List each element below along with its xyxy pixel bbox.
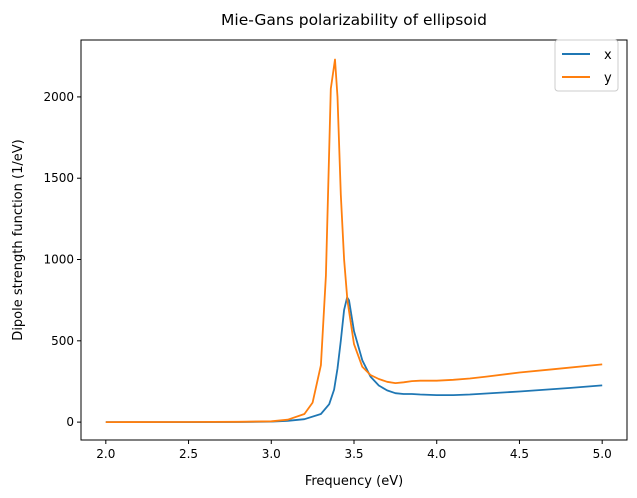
series-line-y <box>105 58 603 423</box>
y-tick-label: 2000 <box>43 90 74 104</box>
x-tick-label: 3.0 <box>262 447 281 461</box>
legend-label-x: x <box>604 48 612 63</box>
x-tick-label: 4.5 <box>510 447 529 461</box>
y-tick-label: 1500 <box>43 171 74 185</box>
x-tick-label: 3.5 <box>344 447 363 461</box>
y-tick-label: 0 <box>66 415 74 429</box>
x-axis: 2.0 2.5 3.0 3.5 4.0 4.5 5.0 <box>96 440 612 461</box>
x-axis-label: Frequency (eV) <box>305 474 403 489</box>
x-tick-label: 4.0 <box>427 447 446 461</box>
y-axis: 0 500 1000 1500 2000 <box>43 90 81 429</box>
legend-label-y: y <box>604 71 612 86</box>
chart-title: Mie-Gans polarizability of ellipsoid <box>221 11 487 29</box>
legend: x y <box>554 39 619 92</box>
plot-area <box>105 58 603 423</box>
legend-frame <box>554 39 619 92</box>
series-line-x <box>105 296 603 423</box>
axes-frame <box>80 39 628 441</box>
x-tick-label: 2.0 <box>96 447 115 461</box>
y-axis-label: Dipole strength function (1/eV) <box>11 139 26 340</box>
x-tick-label: 2.5 <box>179 447 198 461</box>
y-tick-label: 1000 <box>43 253 74 267</box>
x-tick-label: 5.0 <box>593 447 612 461</box>
y-tick-label: 500 <box>51 334 74 348</box>
